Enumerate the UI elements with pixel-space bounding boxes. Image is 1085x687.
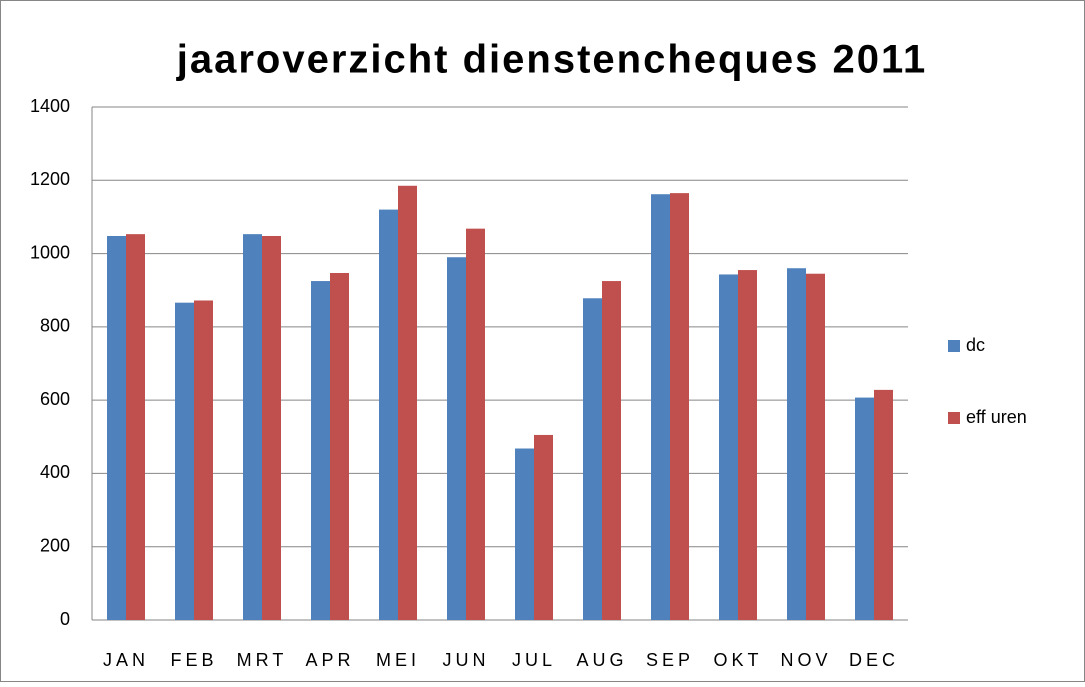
bar bbox=[738, 270, 757, 620]
bar bbox=[262, 235, 281, 621]
y-tick-label: 200 bbox=[40, 535, 70, 555]
x-tick-label: MRT bbox=[237, 650, 288, 670]
chart-title: jaaroverzicht dienstencheques 2011 bbox=[176, 38, 928, 82]
bar bbox=[311, 281, 330, 620]
bar bbox=[515, 448, 534, 620]
bar bbox=[447, 257, 466, 620]
bar bbox=[534, 434, 553, 620]
y-tick-label: 1200 bbox=[30, 169, 70, 189]
bar bbox=[126, 234, 145, 621]
x-tick-label: SEP bbox=[646, 650, 694, 670]
legend-swatch bbox=[948, 412, 960, 424]
bar bbox=[175, 302, 194, 620]
legend-label: eff uren bbox=[966, 407, 1027, 427]
x-tick-label: NOV bbox=[780, 650, 831, 670]
bar bbox=[874, 389, 893, 620]
y-tick-label: 1400 bbox=[30, 96, 70, 116]
y-tick-label: 600 bbox=[40, 389, 70, 409]
bar bbox=[398, 185, 417, 620]
bar bbox=[855, 397, 874, 620]
bar bbox=[602, 281, 621, 620]
bar bbox=[583, 298, 602, 620]
y-tick-label: 800 bbox=[40, 316, 70, 336]
x-tick-label: FEB bbox=[170, 650, 217, 670]
bar bbox=[107, 235, 126, 621]
y-tick-label: 0 bbox=[60, 609, 70, 629]
x-tick-label: APR bbox=[305, 650, 354, 670]
bar bbox=[379, 209, 398, 620]
x-tick-label: AUG bbox=[576, 650, 627, 670]
legend-label: dc bbox=[966, 335, 985, 355]
bar bbox=[806, 273, 825, 620]
bar bbox=[670, 193, 689, 620]
y-tick-label: 1000 bbox=[30, 242, 70, 262]
bar bbox=[194, 300, 213, 620]
x-tick-label: JUN bbox=[443, 650, 490, 670]
x-tick-label: JAN bbox=[103, 650, 149, 670]
bar bbox=[719, 274, 738, 620]
bar bbox=[787, 268, 806, 620]
x-tick-label: OKT bbox=[713, 650, 762, 670]
bar bbox=[330, 272, 349, 620]
x-tick-label: DEC bbox=[849, 650, 899, 670]
y-tick-label: 400 bbox=[40, 462, 70, 482]
bar bbox=[243, 234, 262, 621]
x-tick-label: JUL bbox=[512, 650, 556, 670]
legend-swatch bbox=[948, 340, 960, 352]
x-tick-label: MEI bbox=[376, 650, 420, 670]
bar bbox=[651, 194, 670, 620]
bar bbox=[466, 228, 485, 620]
